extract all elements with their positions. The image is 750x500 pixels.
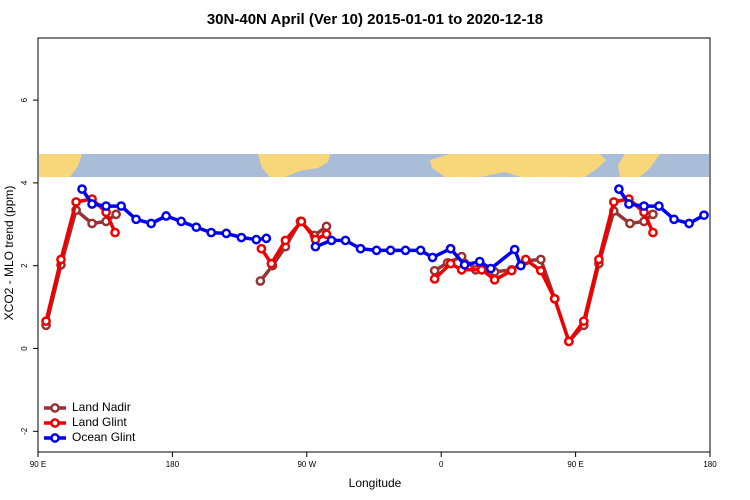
x-tick-label: 180 — [166, 460, 180, 469]
data-point — [77, 184, 87, 194]
data-point — [146, 218, 157, 229]
data-point — [340, 235, 351, 246]
data-point — [520, 254, 531, 265]
plot-frame — [37, 37, 711, 453]
data-point — [485, 263, 496, 274]
x-tick-label: 90 E — [30, 460, 46, 469]
y-tick-label: 4 — [20, 180, 29, 185]
data-point — [255, 276, 266, 286]
data-point — [221, 228, 232, 239]
legend-label: Ocean Glint — [72, 430, 136, 444]
legend-marker — [50, 433, 60, 443]
data-point — [71, 197, 81, 207]
legend-marker — [50, 403, 60, 413]
y-tick-label: -2 — [20, 427, 29, 435]
data-point — [654, 201, 664, 211]
data-point — [509, 244, 520, 255]
data-point — [648, 227, 658, 238]
data-point — [116, 201, 127, 211]
data-point — [549, 293, 560, 304]
data-point — [261, 233, 272, 244]
y-tick-label: 0 — [20, 346, 29, 351]
chart-title: 30N-40N April (Ver 10) 2015-01-01 to 202… — [207, 11, 543, 28]
data-point — [429, 274, 440, 284]
x-tick-label: 90 W — [297, 460, 316, 469]
data-point — [371, 245, 382, 256]
legend-marker — [50, 418, 60, 428]
data-point — [648, 209, 658, 220]
data-point — [110, 227, 120, 238]
legend-label: Land Nadir — [72, 400, 131, 414]
y-axis-label: XCO2 - MLO trend (ppm) — [2, 186, 16, 321]
data-point — [111, 209, 121, 220]
data-point — [476, 264, 487, 275]
data-point — [41, 316, 51, 327]
data-point — [251, 234, 262, 245]
data-point — [101, 201, 111, 211]
data-point — [624, 199, 634, 209]
data-point — [415, 245, 426, 256]
data-point — [506, 265, 517, 276]
x-tick-label: 0 — [439, 460, 444, 469]
data-point — [614, 184, 624, 194]
data-point — [564, 336, 574, 347]
legend-label: Land Glint — [72, 415, 127, 429]
data-point — [161, 211, 171, 221]
data-point — [445, 258, 456, 269]
data-point — [445, 243, 456, 254]
data-point — [266, 258, 277, 269]
data-point — [684, 218, 694, 229]
data-point — [206, 227, 217, 238]
y-tick-label: 6 — [20, 97, 29, 102]
data-point — [489, 274, 500, 285]
x-axis-label: Longitude — [349, 476, 402, 490]
data-point — [535, 254, 546, 265]
data-point — [236, 232, 247, 243]
data-point — [321, 221, 332, 232]
data-point — [131, 214, 141, 225]
data-point — [310, 241, 321, 252]
data-point — [280, 235, 291, 246]
data-point — [296, 216, 307, 227]
data-point — [400, 245, 411, 256]
data-point — [625, 218, 635, 229]
data-point — [459, 260, 470, 270]
data-point — [56, 254, 66, 265]
data-point — [87, 218, 97, 229]
data-point — [578, 316, 589, 327]
data-point — [535, 265, 546, 276]
data-point — [176, 216, 187, 227]
x-tick-label: 90 E — [567, 460, 583, 469]
data-point — [87, 199, 97, 209]
data-point — [474, 256, 485, 267]
data-point — [427, 252, 438, 263]
data-point — [326, 235, 337, 246]
map-strip — [39, 154, 709, 177]
data-point — [385, 245, 396, 256]
data-point — [355, 243, 366, 254]
data-point — [594, 254, 604, 265]
x-tick-label: 180 — [703, 460, 717, 469]
data-point — [699, 210, 709, 221]
data-point — [515, 260, 526, 271]
data-point — [191, 222, 202, 233]
data-point — [639, 201, 649, 211]
data-point — [256, 243, 267, 254]
data-point — [608, 197, 619, 207]
data-point — [321, 229, 332, 240]
y-tick-label: 2 — [20, 263, 29, 268]
data-point — [429, 265, 440, 276]
data-point — [669, 214, 679, 225]
